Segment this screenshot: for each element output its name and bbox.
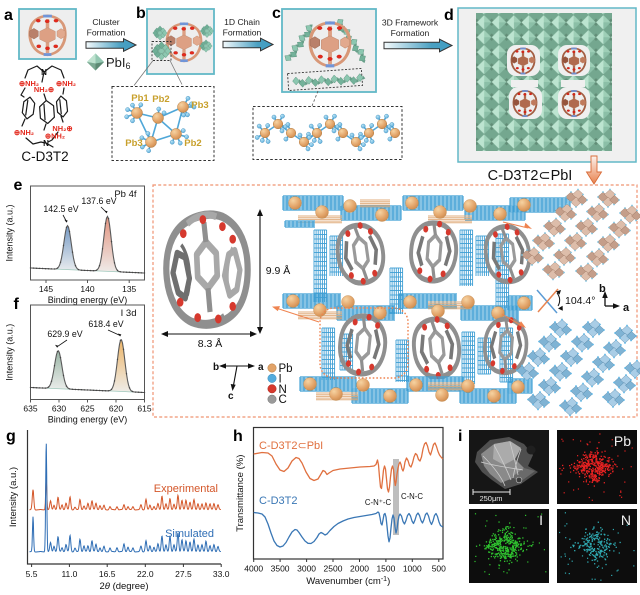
- svg-text:Pb1: Pb1: [131, 93, 149, 104]
- svg-text:b: b: [213, 362, 219, 373]
- svg-text:C-D3T2⊂PbI: C-D3T2⊂PbI: [488, 168, 573, 184]
- svg-text:142.5 eV: 142.5 eV: [43, 204, 78, 214]
- svg-text:N: N: [621, 512, 631, 528]
- svg-text:N: N: [41, 68, 47, 77]
- svg-text:i: i: [458, 428, 462, 445]
- svg-text:C-N⁺-C: C-N⁺-C: [365, 498, 392, 507]
- svg-text:Intensity (a.u.): Intensity (a.u.): [8, 467, 19, 527]
- svg-text:615: 615: [137, 404, 151, 414]
- svg-text:Wavenumber (cm-1): Wavenumber (cm-1): [306, 576, 390, 587]
- svg-text:Experimental: Experimental: [154, 483, 218, 495]
- svg-text:500: 500: [432, 564, 446, 574]
- svg-text:4000: 4000: [244, 564, 263, 574]
- svg-text:a: a: [258, 362, 264, 373]
- svg-text:C: C: [279, 394, 287, 406]
- svg-text:C-D3T2: C-D3T2: [21, 149, 68, 164]
- svg-text:C-D3T2: C-D3T2: [259, 495, 298, 507]
- svg-text:C-D3T2⊂PbI: C-D3T2⊂PbI: [259, 440, 323, 452]
- svg-text:620: 620: [109, 404, 123, 414]
- svg-text:N: N: [279, 384, 287, 396]
- svg-text:618.4 eV: 618.4 eV: [88, 319, 123, 329]
- svg-text:I: I: [279, 373, 282, 385]
- svg-text:8.3 Å: 8.3 Å: [198, 337, 223, 350]
- svg-text:629.9 eV: 629.9 eV: [47, 329, 82, 339]
- svg-text:e: e: [14, 177, 23, 194]
- svg-text:a: a: [4, 7, 13, 24]
- svg-text:⊕NH₂: ⊕NH₂: [56, 79, 76, 88]
- svg-text:Formation: Formation: [391, 28, 430, 38]
- svg-text:c: c: [272, 5, 281, 22]
- svg-text:3000: 3000: [297, 564, 316, 574]
- svg-text:NH₂⊕: NH₂⊕: [34, 85, 54, 94]
- svg-text:630: 630: [52, 404, 66, 414]
- svg-text:9.9 Å: 9.9 Å: [266, 264, 291, 277]
- svg-text:h: h: [233, 428, 243, 445]
- svg-text:c: c: [228, 391, 234, 402]
- svg-text:5.5: 5.5: [26, 569, 38, 579]
- svg-text:140: 140: [80, 284, 94, 294]
- svg-text:Pb3: Pb3: [125, 138, 142, 149]
- svg-text:3D Framework: 3D Framework: [382, 18, 439, 28]
- svg-text:I 3d: I 3d: [121, 308, 137, 319]
- svg-text:PbI6: PbI6: [106, 55, 131, 71]
- svg-text:Intensity (a.u.): Intensity (a.u.): [5, 324, 15, 381]
- svg-text:Pb3: Pb3: [191, 100, 208, 111]
- svg-text:1500: 1500: [376, 564, 395, 574]
- svg-text:N: N: [43, 139, 49, 148]
- svg-text:⊕NH₂: ⊕NH₂: [45, 132, 65, 141]
- svg-text:137.6 eV: 137.6 eV: [81, 196, 116, 206]
- svg-text:f: f: [14, 296, 20, 313]
- svg-text:b: b: [599, 283, 606, 295]
- svg-text:a: a: [623, 302, 630, 314]
- svg-text:2000: 2000: [350, 564, 369, 574]
- svg-text:3500: 3500: [271, 564, 290, 574]
- svg-text:2500: 2500: [324, 564, 343, 574]
- svg-text:Pb 4f: Pb 4f: [114, 189, 137, 200]
- svg-text:145: 145: [39, 284, 53, 294]
- svg-text:635: 635: [23, 404, 37, 414]
- svg-text:⊕NH₂: ⊕NH₂: [14, 128, 34, 137]
- svg-text:Transmittance (%): Transmittance (%): [235, 455, 246, 532]
- svg-text:b: b: [136, 5, 146, 22]
- svg-text:d: d: [444, 7, 454, 24]
- svg-text:⊕NH₂: ⊕NH₂: [19, 79, 39, 88]
- svg-text:11.0: 11.0: [61, 569, 77, 579]
- svg-text:33.0: 33.0: [213, 569, 230, 579]
- svg-text:C-N-C: C-N-C: [401, 492, 423, 501]
- svg-text:Formation: Formation: [87, 28, 126, 38]
- svg-text:Pb: Pb: [614, 433, 631, 449]
- svg-text:Binding energy (eV): Binding energy (eV): [48, 295, 128, 305]
- svg-text:Intensity (a.u.): Intensity (a.u.): [5, 204, 15, 261]
- svg-text:Binding energy (eV): Binding energy (eV): [48, 415, 128, 425]
- svg-text:Formation: Formation: [223, 28, 262, 38]
- svg-text:104.4°: 104.4°: [565, 295, 595, 307]
- svg-text:250μm: 250μm: [479, 494, 502, 503]
- svg-text:Pb2: Pb2: [184, 138, 201, 149]
- svg-text:1D Chain: 1D Chain: [224, 17, 260, 27]
- svg-text:Cluster: Cluster: [92, 17, 119, 27]
- svg-text:22.0: 22.0: [137, 569, 154, 579]
- svg-text:I: I: [539, 512, 543, 528]
- svg-text:g: g: [6, 428, 16, 445]
- svg-text:625: 625: [80, 404, 94, 414]
- svg-text:Pb2: Pb2: [152, 94, 169, 105]
- svg-text:135: 135: [122, 284, 136, 294]
- svg-text:Simulated: Simulated: [165, 528, 214, 540]
- svg-text:1000: 1000: [403, 564, 422, 574]
- svg-text:2θ (degree): 2θ (degree): [99, 581, 148, 592]
- svg-text:Pb: Pb: [279, 363, 293, 375]
- svg-text:NH₂⊕: NH₂⊕: [52, 124, 72, 133]
- svg-text:27.5: 27.5: [175, 569, 192, 579]
- svg-text:16.5: 16.5: [99, 569, 116, 579]
